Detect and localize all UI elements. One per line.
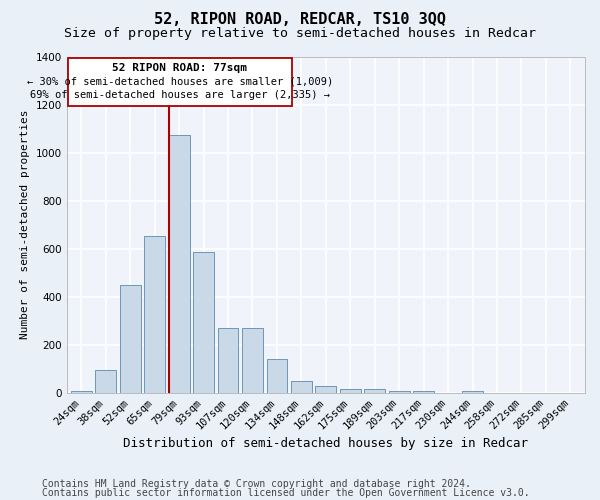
Bar	[193, 252, 214, 393]
Y-axis label: Number of semi-detached properties: Number of semi-detached properties	[20, 110, 30, 340]
Bar	[389, 390, 410, 393]
Text: Size of property relative to semi-detached houses in Redcar: Size of property relative to semi-detach…	[64, 28, 536, 40]
Bar	[218, 328, 238, 393]
Bar	[340, 390, 361, 393]
Bar	[364, 390, 385, 393]
Text: 52 RIPON ROAD: 77sqm: 52 RIPON ROAD: 77sqm	[112, 64, 247, 74]
Text: Contains HM Land Registry data © Crown copyright and database right 2024.: Contains HM Land Registry data © Crown c…	[42, 479, 471, 489]
Text: 52, RIPON ROAD, REDCAR, TS10 3QQ: 52, RIPON ROAD, REDCAR, TS10 3QQ	[154, 12, 446, 28]
Bar	[95, 370, 116, 393]
Bar	[266, 360, 287, 393]
Bar	[145, 236, 165, 393]
Bar	[291, 381, 312, 393]
Bar	[462, 390, 483, 393]
Text: 69% of semi-detached houses are larger (2,335) →: 69% of semi-detached houses are larger (…	[30, 90, 330, 100]
Text: ← 30% of semi-detached houses are smaller (1,009): ← 30% of semi-detached houses are smalle…	[26, 76, 333, 86]
Bar	[242, 328, 263, 393]
Bar	[316, 386, 336, 393]
Text: Contains public sector information licensed under the Open Government Licence v3: Contains public sector information licen…	[42, 488, 530, 498]
X-axis label: Distribution of semi-detached houses by size in Redcar: Distribution of semi-detached houses by …	[124, 437, 529, 450]
Bar	[71, 390, 92, 393]
Bar	[120, 285, 140, 393]
FancyBboxPatch shape	[68, 58, 292, 106]
Bar	[413, 390, 434, 393]
Bar	[169, 134, 190, 393]
